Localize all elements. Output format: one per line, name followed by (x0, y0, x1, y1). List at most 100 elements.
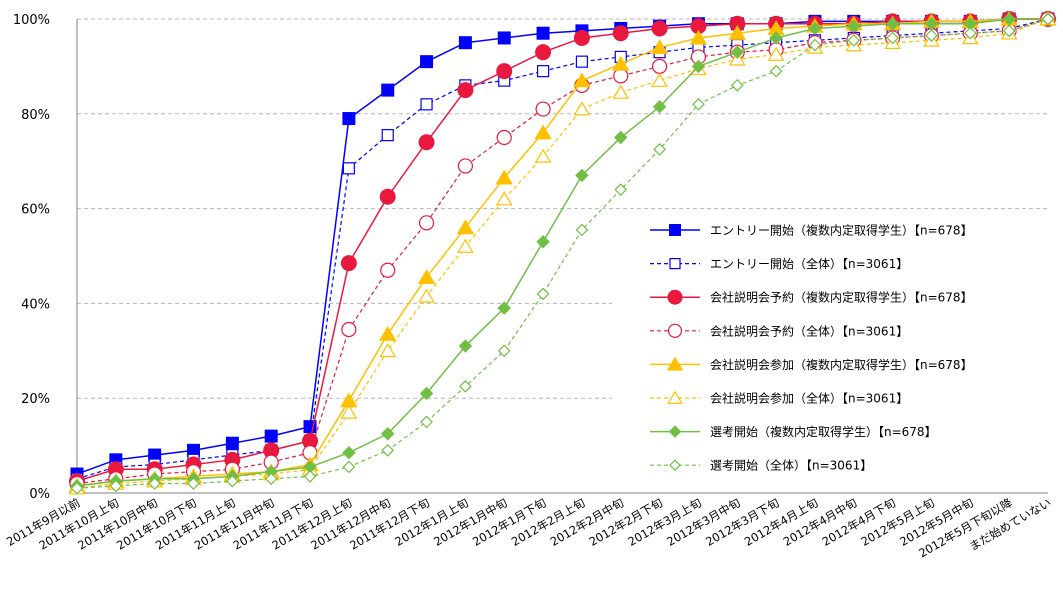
series-line (76, 18, 1049, 480)
data-point (420, 415, 433, 429)
legend-item: 選考開始（全体）【n=3061】 (650, 458, 872, 473)
y-tick-label: 100% (13, 13, 50, 28)
data-point (341, 321, 357, 338)
data-point (495, 191, 513, 206)
data-point (70, 481, 84, 495)
legend-item: 会社説明会参加（複数内定取得学生）【n=678】 (650, 356, 973, 372)
data-point (614, 130, 628, 145)
data-point (459, 380, 472, 393)
series-8 (70, 12, 1055, 495)
series-2 (70, 12, 1055, 485)
data-point (381, 129, 394, 142)
series-line (76, 18, 1049, 489)
data-point (886, 31, 899, 45)
legend-label: エントリー開始（全体）【n=3061】 (710, 256, 908, 271)
legend-marker (669, 224, 681, 236)
data-point (379, 326, 397, 341)
data-point (456, 219, 475, 235)
data-point (457, 238, 474, 253)
data-point (187, 477, 200, 490)
legend-marker (667, 390, 683, 404)
series-line (76, 18, 1049, 489)
y-tick-label: 20% (21, 392, 50, 407)
data-point (1041, 12, 1055, 26)
data-point (420, 55, 434, 69)
legend-label: 会社説明会予約（複数内定取得学生）【n=678】 (710, 290, 973, 305)
data-point (614, 183, 628, 196)
data-point (381, 443, 395, 457)
data-point (651, 72, 668, 87)
y-tick-label: 0% (29, 487, 50, 502)
data-point (536, 26, 550, 40)
data-point (379, 342, 397, 358)
data-point (808, 38, 822, 52)
data-point (847, 33, 861, 47)
data-point (418, 215, 435, 231)
series-line (76, 18, 1048, 487)
y-tick-label: 60% (21, 203, 50, 218)
data-point (303, 470, 317, 483)
series-line (76, 18, 1048, 487)
legend-label: 選考開始（全体）【n=3061】 (710, 458, 872, 473)
data-point (457, 82, 474, 99)
series-1 (70, 12, 1055, 481)
data-point (651, 20, 668, 37)
data-point (264, 472, 278, 486)
data-point (419, 386, 434, 401)
data-point (225, 436, 239, 450)
data-point (148, 477, 162, 490)
series-6 (68, 11, 1057, 495)
legend-marker (668, 425, 682, 438)
data-point (495, 169, 513, 185)
data-point (380, 262, 396, 278)
data-point (767, 46, 785, 61)
legend-marker (669, 258, 681, 270)
data-point (534, 148, 552, 163)
legend-marker (669, 459, 681, 472)
data-point (963, 26, 977, 40)
legend-item: 会社説明会予約（全体）【n=3061】 (650, 323, 908, 338)
legend-item: 会社説明会参加（全体）【n=3061】 (650, 391, 908, 406)
series-line (76, 18, 1048, 482)
data-point (497, 344, 511, 358)
data-point (1002, 24, 1016, 38)
data-point (458, 36, 472, 50)
series-5 (68, 10, 1057, 493)
data-point (497, 301, 511, 315)
data-point (652, 99, 667, 114)
legend-marker (667, 289, 683, 305)
data-point (575, 223, 589, 237)
series-line (76, 18, 1048, 475)
data-point (496, 129, 512, 146)
data-point (420, 98, 433, 111)
data-point (457, 158, 473, 174)
data-point (612, 25, 629, 42)
legend-item: エントリー開始（全体）【n=3061】 (650, 256, 908, 271)
series-7 (70, 12, 1055, 493)
data-point (458, 339, 473, 353)
data-point (418, 288, 435, 303)
series-4 (69, 11, 1056, 492)
data-point (730, 79, 744, 92)
data-point (612, 84, 630, 99)
data-point (381, 83, 395, 97)
data-point (379, 188, 396, 205)
data-point (885, 17, 900, 31)
legend: エントリー開始（複数内定取得学生）【n=678】エントリー開始（全体）【n=30… (650, 223, 973, 473)
data-point (651, 58, 668, 75)
data-point (417, 269, 436, 285)
legend-label: 会社説明会参加（複数内定取得学生）【n=678】 (710, 357, 973, 372)
legend-item: 会社説明会予約（複数内定取得学生）【n=678】 (650, 289, 973, 305)
y-tick-label: 40% (21, 297, 50, 312)
data-point (226, 474, 239, 488)
data-point (342, 112, 356, 126)
data-point (612, 55, 630, 71)
data-point (613, 68, 629, 84)
data-point (381, 427, 395, 441)
data-point (653, 143, 666, 156)
data-point (573, 101, 591, 116)
data-point (496, 63, 513, 80)
data-point (808, 21, 822, 36)
legend-marker (666, 356, 684, 371)
